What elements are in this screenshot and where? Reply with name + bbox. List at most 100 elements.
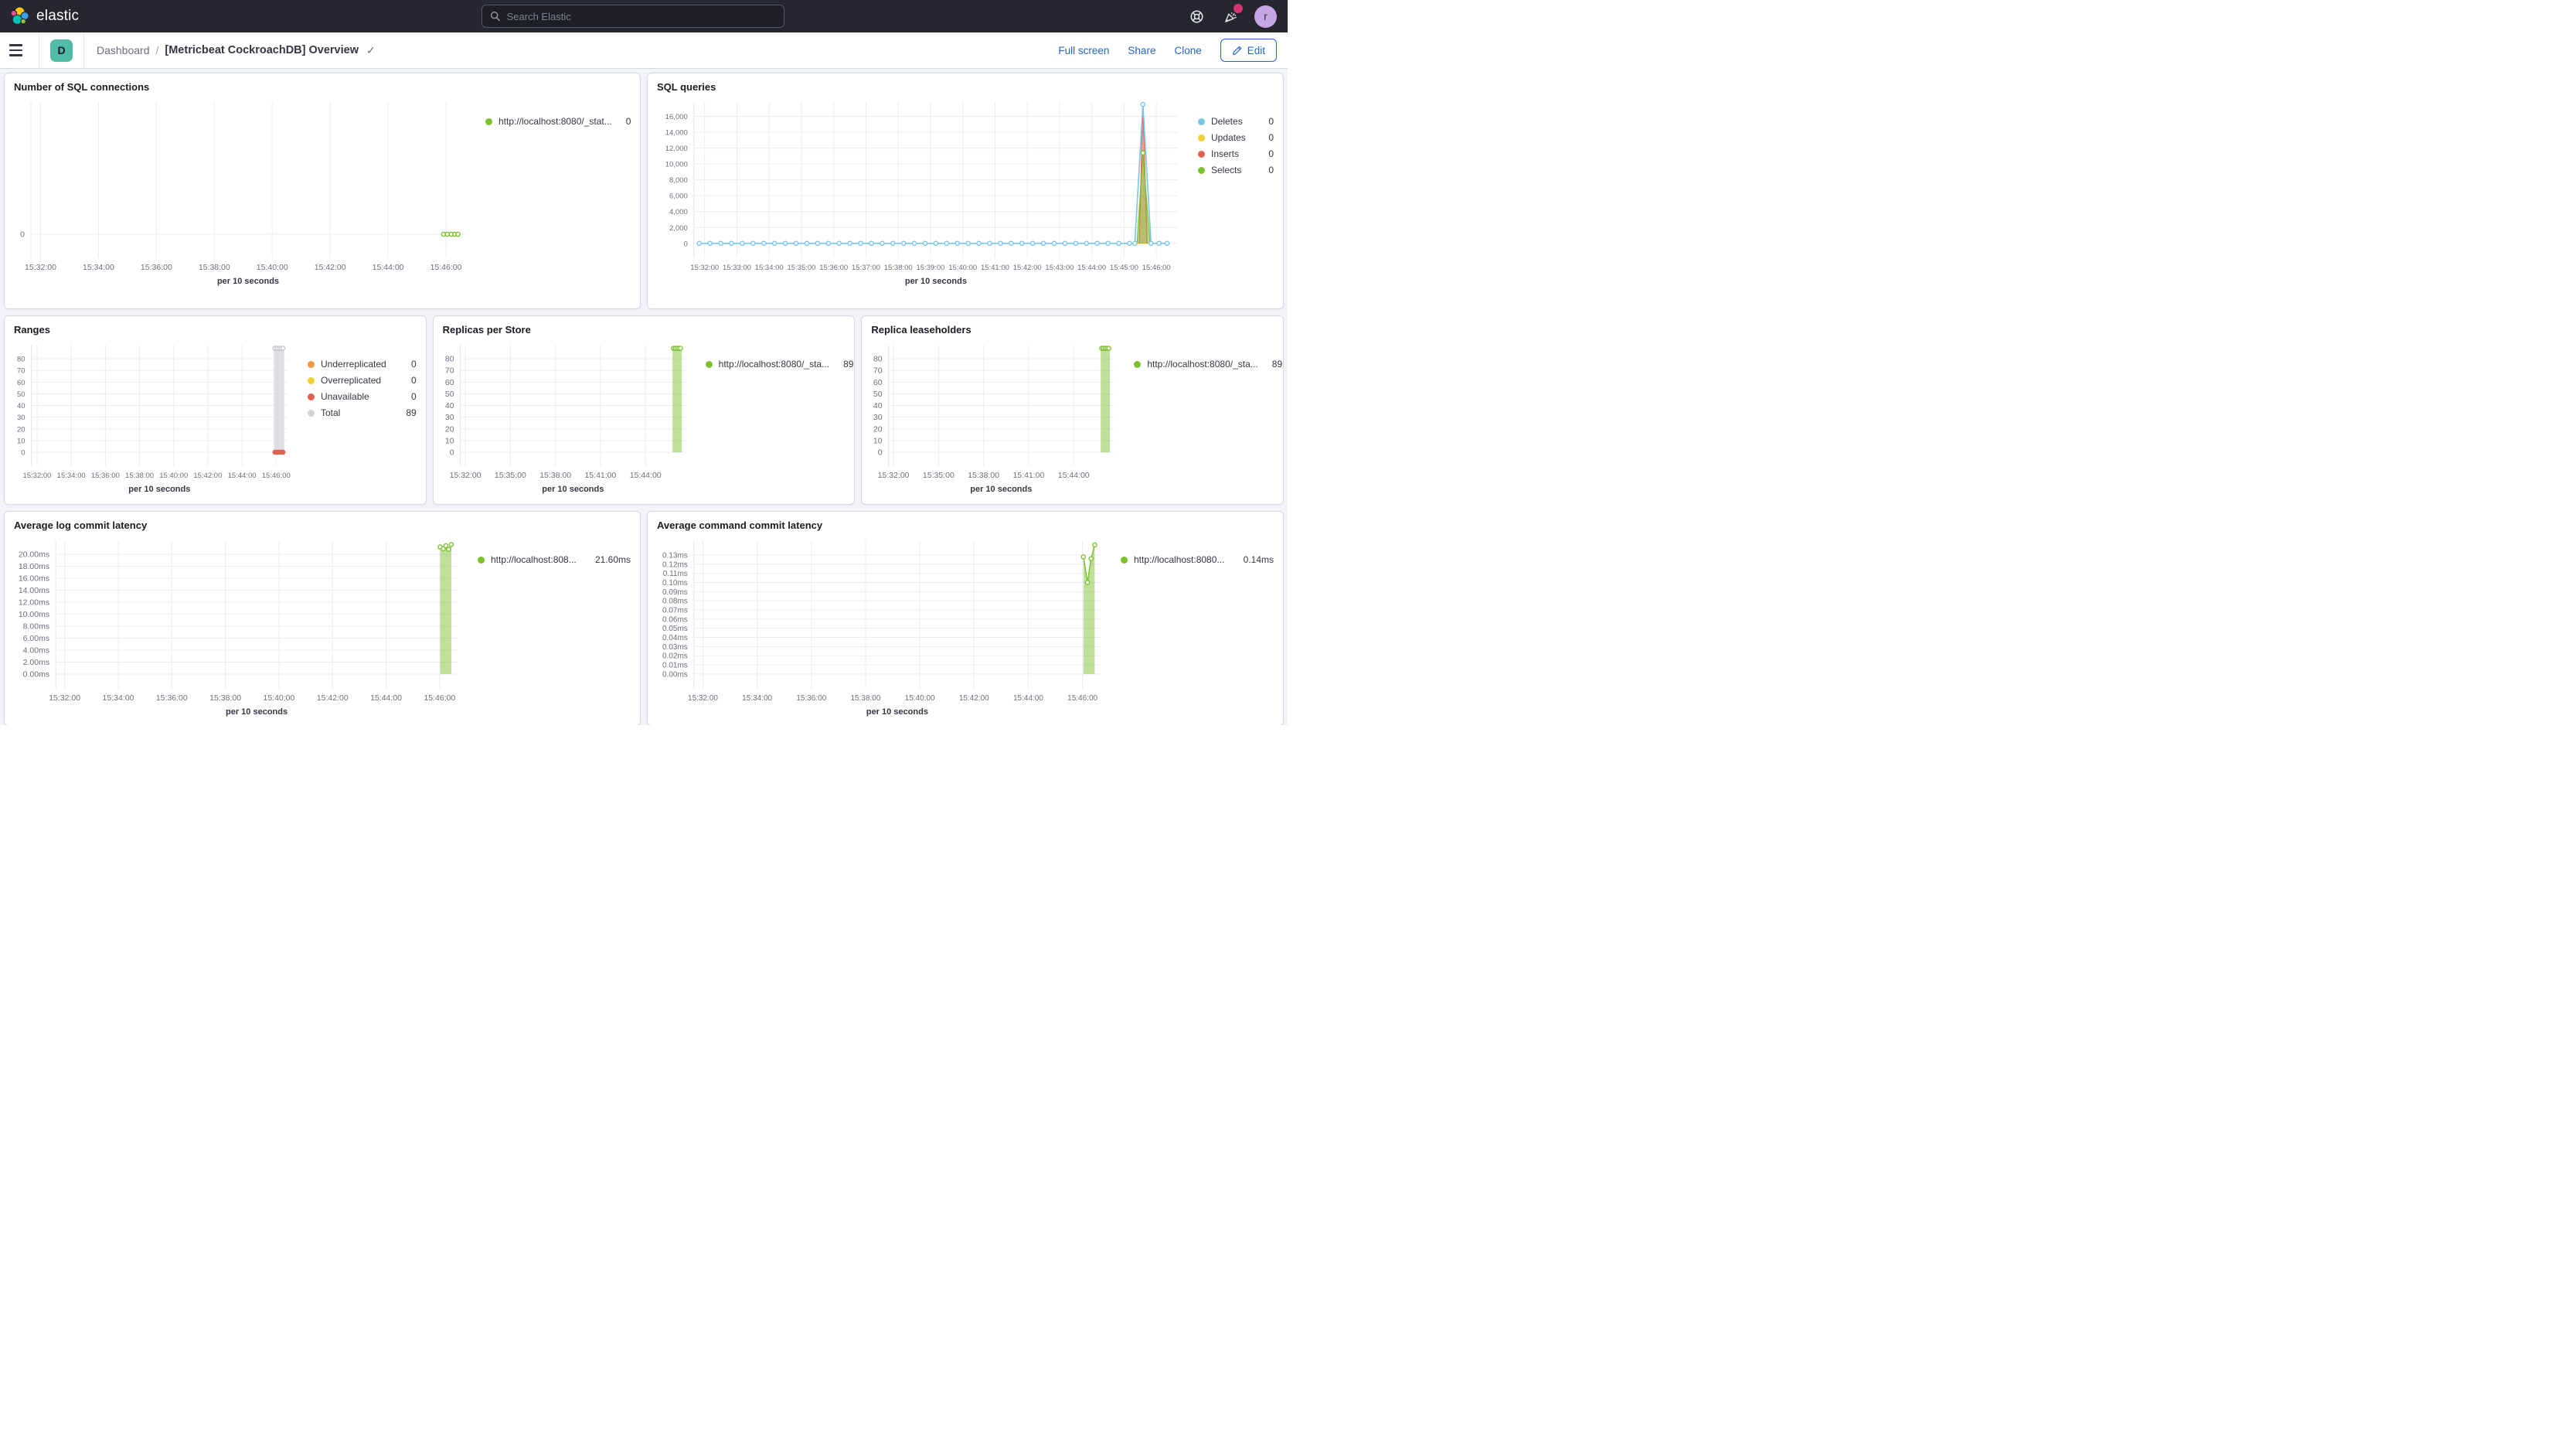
- avatar-initial: r: [1264, 10, 1268, 22]
- search-input[interactable]: [506, 10, 776, 22]
- search-icon: [490, 12, 500, 22]
- svg-text:8,000: 8,000: [669, 176, 688, 185]
- space-badge[interactable]: D: [50, 39, 73, 62]
- svg-text:15:36:00: 15:36:00: [819, 264, 848, 272]
- clone-button[interactable]: Clone: [1174, 44, 1202, 56]
- svg-text:15:38:00: 15:38:00: [125, 472, 154, 480]
- svg-text:15:43:00: 15:43:00: [1045, 264, 1074, 272]
- elastic-brand[interactable]: elastic: [11, 7, 79, 26]
- help-icon[interactable]: [1186, 6, 1206, 26]
- svg-text:30: 30: [17, 414, 26, 422]
- svg-text:0.05ms: 0.05ms: [662, 625, 688, 633]
- breadcrumb-separator: /: [155, 44, 159, 56]
- legend-item[interactable]: http://localhost:8080/_stat... 0: [485, 116, 631, 127]
- panel-replicas-per-store: Replicas per Store 0 10 20 30 40 50 60 70 80 15:3…: [432, 315, 856, 505]
- legend-item[interactable]: Overreplicated 0: [308, 375, 417, 386]
- svg-text:0.02ms: 0.02ms: [662, 652, 688, 661]
- pencil-icon: [1232, 46, 1242, 55]
- svg-text:0.06ms: 0.06ms: [662, 615, 688, 624]
- svg-text:15:42:00: 15:42:00: [1013, 264, 1042, 272]
- svg-text:0: 0: [449, 448, 454, 457]
- svg-text:15:46:00: 15:46:00: [430, 263, 462, 272]
- legend-series-label: Selects: [1211, 165, 1242, 175]
- legend-item[interactable]: Total 89: [308, 407, 417, 418]
- global-search[interactable]: [481, 5, 784, 28]
- menu-icon[interactable]: [9, 32, 39, 68]
- svg-text:10: 10: [445, 436, 454, 445]
- legend-series-label: Overreplicated: [321, 375, 382, 386]
- space-slot: D: [39, 32, 84, 68]
- legend-series-label: http://localhost:8080/_stat...: [499, 116, 612, 127]
- legend-item[interactable]: Updates 0: [1198, 132, 1274, 143]
- svg-text:15:32:00: 15:32:00: [49, 693, 80, 703]
- legend-item[interactable]: Unavailable 0: [308, 391, 417, 402]
- svg-text:15:44:00: 15:44:00: [1013, 694, 1043, 703]
- legend-item[interactable]: Deletes 0: [1198, 116, 1274, 127]
- sql-queries-chart[interactable]: 0 2,000 4,000 6,000 8,000 10,000 12,000 14,000 1…: [654, 94, 1187, 288]
- chart-legend: http://localhost:8080... 0.14ms: [1110, 533, 1277, 720]
- legend-series-label: Total: [321, 407, 341, 418]
- svg-text:15:32:00: 15:32:00: [22, 472, 51, 480]
- edit-button[interactable]: Edit: [1220, 39, 1277, 62]
- svg-text:15:41:00: 15:41:00: [584, 471, 616, 480]
- svg-text:16,000: 16,000: [665, 113, 688, 121]
- svg-text:40: 40: [17, 402, 26, 410]
- svg-text:30: 30: [445, 413, 454, 422]
- svg-text:15:38:00: 15:38:00: [884, 264, 913, 272]
- svg-text:15:35:00: 15:35:00: [787, 264, 815, 272]
- svg-text:15:42:00: 15:42:00: [315, 263, 346, 272]
- replica-leaseholders-chart[interactable]: 0 10 20 30 40 50 60 70 80 15:32:00 15:35:00 15:38:0…: [868, 337, 1123, 496]
- legend-series-dot: [485, 118, 492, 125]
- svg-text:10.00ms: 10.00ms: [19, 610, 49, 619]
- legend-series-value: 0: [410, 391, 417, 402]
- legend-item[interactable]: http://localhost:808... 21.60ms: [478, 554, 631, 565]
- svg-text:12,000: 12,000: [665, 145, 688, 153]
- svg-text:70: 70: [17, 367, 26, 376]
- svg-text:per 10 seconds: per 10 seconds: [866, 707, 928, 717]
- top-header: elastic: [0, 0, 1288, 32]
- svg-text:15:36:00: 15:36:00: [141, 263, 172, 272]
- panel-title: SQL queries: [657, 81, 716, 93]
- legend-item[interactable]: Inserts 0: [1198, 148, 1274, 159]
- ranges-chart[interactable]: 0 10 20 30 40 50 60 70 80 15:32:00 15:34:00 15:36:0…: [11, 337, 297, 496]
- svg-text:15:42:00: 15:42:00: [193, 472, 222, 480]
- avg-log-commit-latency-chart[interactable]: 0.00ms 2.00ms 4.00ms 6.00ms 8.00ms 10.00ms 12.…: [11, 533, 467, 718]
- legend-item[interactable]: http://localhost:8080... 0.14ms: [1121, 554, 1274, 565]
- svg-text:15:44:00: 15:44:00: [1077, 264, 1106, 272]
- svg-text:4,000: 4,000: [669, 208, 688, 216]
- svg-text:4.00ms: 4.00ms: [23, 645, 49, 655]
- svg-text:6.00ms: 6.00ms: [23, 634, 49, 643]
- news-feed-icon[interactable]: [1220, 4, 1243, 26]
- avg-command-commit-latency-chart[interactable]: 0.00ms0.01ms0.02ms0.03ms0.04ms0.05ms0.06…: [654, 533, 1110, 718]
- svg-text:20: 20: [873, 424, 883, 434]
- svg-text:15:38:00: 15:38:00: [539, 471, 571, 480]
- legend-item[interactable]: http://localhost:8080/_sta... 89: [705, 359, 853, 370]
- share-button[interactable]: Share: [1128, 44, 1156, 56]
- user-avatar[interactable]: r: [1254, 5, 1277, 28]
- svg-text:15:36:00: 15:36:00: [91, 472, 120, 480]
- legend-series-label: Underreplicated: [321, 359, 386, 370]
- sql-connections-chart[interactable]: 0 15:32:00 15:34:00 15:36:00 15:38:00 15:40:0…: [11, 94, 475, 288]
- legend-series-value: 21.60ms: [594, 554, 631, 565]
- svg-text:60: 60: [445, 378, 454, 387]
- replicas-per-store-chart[interactable]: 0 10 20 30 40 50 60 70 80 15:32:00 15:35:00 15:38:0…: [440, 337, 695, 496]
- svg-text:70: 70: [445, 366, 454, 376]
- panel-title: Number of SQL connections: [14, 81, 150, 93]
- legend-series-value: 89: [406, 407, 417, 418]
- svg-text:15:33:00: 15:33:00: [723, 264, 751, 272]
- legend-series-dot: [1121, 556, 1128, 564]
- legend-item[interactable]: http://localhost:8080/_sta... 89: [1134, 359, 1282, 370]
- elastic-logo-icon: [11, 7, 29, 26]
- svg-text:20: 20: [17, 425, 26, 434]
- legend-item[interactable]: Selects 0: [1198, 165, 1274, 175]
- chart-legend: Deletes 0 Updates 0 Inserts 0 Selects 0: [1187, 94, 1277, 304]
- legend-item[interactable]: Underreplicated 0: [308, 359, 417, 370]
- svg-text:6,000: 6,000: [669, 192, 688, 201]
- full-screen-button[interactable]: Full screen: [1058, 44, 1110, 56]
- svg-text:50: 50: [17, 390, 26, 399]
- svg-text:15:46:00: 15:46:00: [424, 693, 455, 703]
- svg-text:15:42:00: 15:42:00: [959, 694, 989, 703]
- breadcrumb-dashboard-link[interactable]: Dashboard: [97, 44, 150, 56]
- svg-text:14,000: 14,000: [665, 129, 688, 138]
- svg-text:15:32:00: 15:32:00: [878, 471, 910, 480]
